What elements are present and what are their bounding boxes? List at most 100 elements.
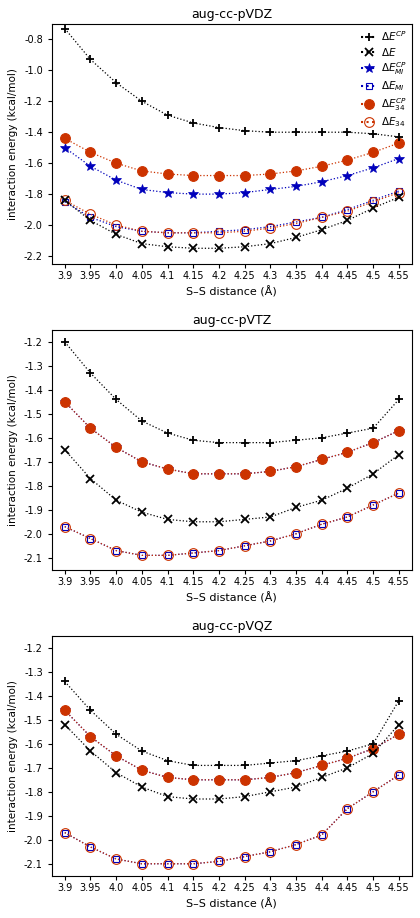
$\Delta E^{CP}_{34}$ — [62, 705, 67, 716]
$\Delta E^{CP}_{34}$ — [370, 437, 375, 448]
$\Delta E^{CP}$ — [268, 437, 273, 448]
$\Delta E_{34}$ — [139, 226, 144, 237]
$\Delta E$ — [242, 791, 247, 802]
$\Delta E^{CP}$ — [62, 676, 67, 687]
$\Delta E^{CP}$ — [345, 127, 350, 138]
Line: $\Delta E$: $\Delta E$ — [60, 721, 403, 803]
Line: $\Delta E^{CP}$: $\Delta E^{CP}$ — [60, 677, 403, 769]
$\Delta E^{CP}_{34}$ — [139, 765, 144, 776]
$\Delta E^{CP}_{34}$ — [319, 760, 324, 771]
$\Delta E^{CP}$ — [191, 118, 196, 129]
$\Delta E$ — [345, 762, 350, 773]
$\Delta E$ — [268, 238, 273, 249]
$\Delta E_{MI}$ — [165, 858, 170, 869]
$\Delta E_{MI}$ — [319, 519, 324, 530]
$\Delta E^{CP}$ — [114, 77, 119, 88]
$\Delta E_{34}$ — [242, 851, 247, 862]
$\Delta E$ — [165, 514, 170, 525]
Line: $\Delta E_{34}$: $\Delta E_{34}$ — [60, 187, 404, 238]
$\Delta E^{CP}_{MI}$ — [242, 468, 247, 479]
$\Delta E_{34}$ — [319, 519, 324, 530]
Line: $\Delta E^{CP}$: $\Delta E^{CP}$ — [60, 25, 403, 141]
$\Delta E^{CP}_{34}$ — [370, 147, 375, 158]
$\Delta E^{CP}$ — [216, 437, 221, 448]
$\Delta E^{CP}_{MI}$ — [88, 161, 93, 172]
$\Delta E^{CP}_{MI}$ — [370, 437, 375, 448]
$\Delta E^{CP}_{34}$ — [62, 397, 67, 408]
$\Delta E$ — [88, 215, 93, 226]
$\Delta E_{34}$ — [191, 228, 196, 239]
$\Delta E_{34}$ — [396, 187, 402, 198]
$\Delta E_{MI}$ — [191, 858, 196, 869]
$\Delta E^{CP}_{34}$ — [268, 466, 273, 477]
$\Delta E^{CP}$ — [294, 127, 299, 138]
$\Delta E_{34}$ — [370, 196, 375, 207]
$\Delta E^{CP}_{34}$ — [191, 774, 196, 785]
$\Delta E$ — [319, 772, 324, 783]
$\Delta E_{MI}$ — [370, 195, 375, 206]
Line: $\Delta E^{CP}_{34}$: $\Delta E^{CP}_{34}$ — [60, 397, 404, 478]
$\Delta E$ — [216, 793, 221, 804]
$\Delta E^{CP}$ — [114, 394, 119, 405]
$\Delta E_{MI}$ — [62, 521, 67, 532]
$\Delta E$ — [268, 511, 273, 522]
$\Delta E^{CP}_{34}$ — [242, 774, 247, 785]
$\Delta E^{CP}_{MI}$ — [62, 397, 67, 408]
$\Delta E_{34}$ — [191, 858, 196, 869]
Line: $\Delta E_{MI}$: $\Delta E_{MI}$ — [61, 489, 402, 559]
$\Delta E_{34}$ — [345, 206, 350, 217]
$\Delta E^{CP}_{MI}$ — [268, 184, 273, 195]
$\Delta E^{CP}$ — [294, 435, 299, 446]
Line: $\Delta E^{CP}_{34}$: $\Delta E^{CP}_{34}$ — [60, 705, 404, 785]
$\Delta E^{CP}_{34}$ — [165, 772, 170, 783]
$\Delta E^{CP}$ — [88, 367, 93, 378]
$\Delta E^{CP}$ — [242, 760, 247, 771]
Line: $\Delta E$: $\Delta E$ — [60, 445, 403, 526]
$\Delta E^{CP}_{34}$ — [191, 170, 196, 181]
$\Delta E$ — [62, 195, 67, 206]
$\Delta E^{CP}_{MI}$ — [242, 187, 247, 198]
$\Delta E_{MI}$ — [242, 851, 247, 862]
$\Delta E$ — [370, 748, 375, 759]
$\Delta E^{CP}_{34}$ — [370, 743, 375, 754]
Y-axis label: interaction energy (kcal/mol): interaction energy (kcal/mol) — [8, 68, 18, 219]
$\Delta E^{CP}_{MI}$ — [165, 772, 170, 783]
$\Delta E$ — [370, 468, 375, 479]
$\Delta E$ — [319, 224, 324, 235]
$\Delta E_{MI}$ — [268, 221, 273, 232]
$\Delta E^{CP}$ — [242, 125, 247, 136]
$\Delta E_{34}$ — [370, 787, 375, 798]
$\Delta E_{MI}$ — [88, 212, 93, 223]
$\Delta E_{34}$ — [294, 218, 299, 229]
$\Delta E_{MI}$ — [139, 858, 144, 869]
$\Delta E^{CP}_{MI}$ — [139, 184, 144, 195]
$\Delta E$ — [396, 719, 402, 730]
$\Delta E_{34}$ — [319, 212, 324, 223]
$\Delta E^{CP}_{34}$ — [114, 158, 119, 169]
$\Delta E$ — [294, 232, 299, 243]
$\Delta E^{CP}$ — [319, 127, 324, 138]
$\Delta E^{CP}_{MI}$ — [345, 753, 350, 764]
$\Delta E$ — [268, 787, 273, 798]
$\Delta E^{CP}_{34}$ — [294, 767, 299, 778]
$\Delta E_{34}$ — [139, 858, 144, 869]
$\Delta E^{CP}_{MI}$ — [268, 772, 273, 783]
$\Delta E^{CP}_{34}$ — [396, 138, 402, 149]
$\Delta E^{CP}$ — [62, 336, 67, 347]
$\Delta E^{CP}$ — [216, 760, 221, 771]
$\Delta E^{CP}_{MI}$ — [319, 760, 324, 771]
$\Delta E_{34}$ — [165, 858, 170, 869]
$\Delta E_{MI}$ — [191, 228, 196, 239]
$\Delta E$ — [62, 444, 67, 455]
Line: $\Delta E^{CP}_{MI}$: $\Delta E^{CP}_{MI}$ — [60, 143, 404, 199]
$\Delta E$ — [88, 473, 93, 484]
$\Delta E_{34}$ — [114, 545, 119, 556]
$\Delta E^{CP}_{MI}$ — [319, 453, 324, 465]
Y-axis label: interaction energy (kcal/mol): interaction energy (kcal/mol) — [8, 680, 18, 832]
$\Delta E_{MI}$ — [268, 846, 273, 857]
$\Delta E^{CP}$ — [165, 109, 170, 120]
Line: $\Delta E_{34}$: $\Delta E_{34}$ — [60, 488, 404, 560]
$\Delta E_{34}$ — [62, 827, 67, 838]
$\Delta E^{CP}_{34}$ — [139, 456, 144, 467]
Title: aug-cc-pVDZ: aug-cc-pVDZ — [191, 8, 272, 21]
